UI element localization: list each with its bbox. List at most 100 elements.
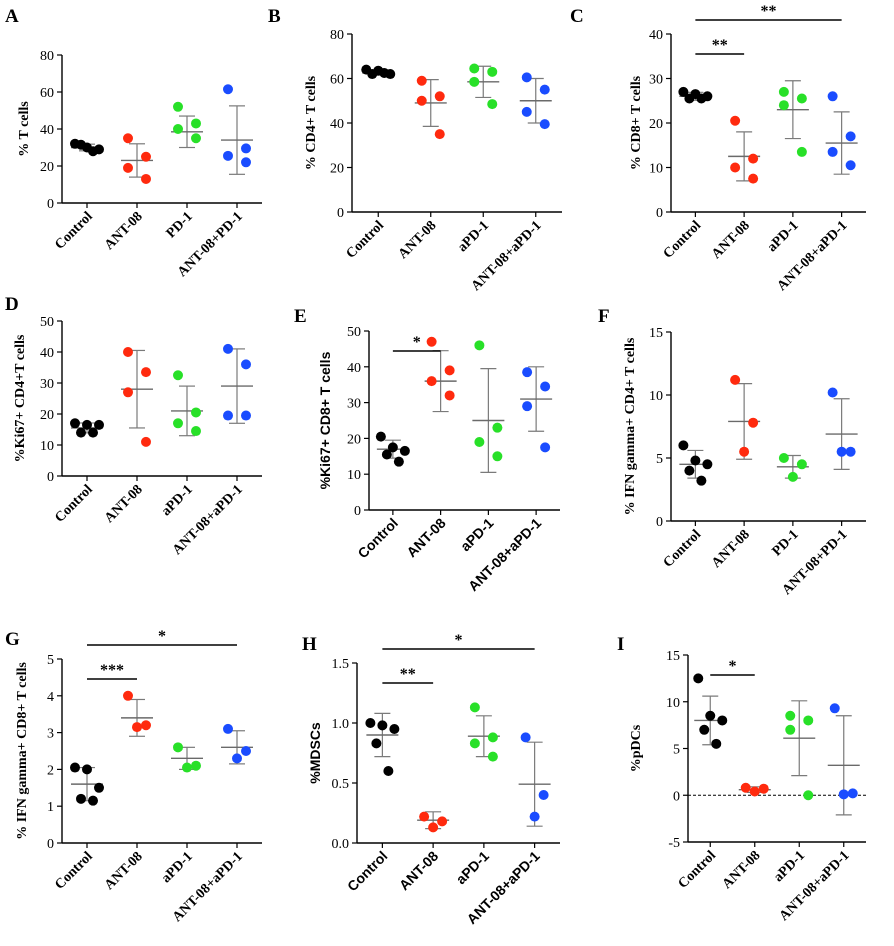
- x-category-label: Control: [661, 218, 705, 262]
- y-tick-label: 20: [40, 160, 54, 175]
- data-point: [749, 786, 760, 797]
- group-control: [678, 86, 713, 104]
- panel-letter: G: [5, 629, 20, 650]
- group-apd-1: [467, 63, 500, 110]
- data-point: [387, 442, 398, 453]
- y-axis-title: %Ki67+ CD4+T cells: [13, 334, 28, 462]
- group-ant-08: [424, 336, 457, 413]
- y-tick-label: 30: [649, 73, 663, 88]
- y-tick-label: 30: [40, 377, 54, 392]
- y-tick-label: 40: [347, 361, 361, 376]
- panel-g: G 0 1 2 3 4 5 % IFN gamma+ CD8+ T cells Control A…: [5, 628, 262, 925]
- data-point: [123, 387, 133, 398]
- data-point: [522, 401, 533, 412]
- y-tick-label: 0: [47, 197, 54, 212]
- data-point: [748, 173, 759, 184]
- data-point: [76, 427, 86, 438]
- group-control: [678, 440, 713, 486]
- panel-letter: C: [570, 6, 584, 27]
- x-category-label: Control: [52, 209, 96, 253]
- group-ant-08: [738, 782, 771, 797]
- group-apd-1: [467, 702, 500, 762]
- data-point: [426, 336, 437, 347]
- panel-letter: I: [617, 634, 624, 655]
- significance-label: *: [455, 632, 463, 649]
- data-point: [70, 418, 80, 429]
- data-point: [444, 365, 455, 376]
- x-category-label: ANT-08: [102, 849, 146, 893]
- data-point: [469, 63, 480, 74]
- group-ant-08-apd-1: [827, 703, 860, 816]
- significance-label: **: [712, 37, 728, 54]
- group-apd-1: [783, 700, 816, 801]
- panel-letter: E: [294, 306, 307, 327]
- data-point: [696, 93, 707, 104]
- panel-letter: A: [5, 6, 19, 27]
- data-point: [847, 788, 858, 799]
- x-category-label: PD-1: [770, 527, 802, 559]
- group-pd-1: [171, 101, 203, 149]
- data-point: [522, 367, 533, 378]
- y-tick-label: 10: [40, 439, 54, 454]
- data-point: [829, 703, 840, 714]
- data-point: [778, 100, 789, 111]
- group-apd-1: [171, 370, 203, 437]
- panel-e: E 0 10 20 30 40 50 %Ki67+ CD8+ T cells Control AN…: [294, 306, 560, 594]
- panel-letter: B: [268, 6, 281, 27]
- group-pd-1: [776, 453, 809, 482]
- y-tick-label: 0: [47, 470, 54, 485]
- data-point: [487, 99, 498, 110]
- data-point: [191, 133, 201, 144]
- data-point: [730, 374, 741, 385]
- data-point: [492, 422, 503, 433]
- group-ant-08: [121, 347, 153, 447]
- significance-label: *: [158, 628, 166, 645]
- data-point: [690, 455, 701, 466]
- data-point: [223, 84, 233, 95]
- data-point: [785, 724, 796, 735]
- x-category-label: aPD-1: [765, 218, 802, 255]
- y-tick-label: 3: [47, 727, 54, 742]
- panel-b: B 0 20 40 60 80 % CD4+ T cells Control ANT-08 aPD…: [268, 6, 562, 294]
- y-tick-label: 0.0: [332, 837, 350, 852]
- data-point: [141, 173, 151, 184]
- data-point: [141, 436, 151, 447]
- y-tick-label: 0.5: [332, 777, 350, 792]
- x-category-label: Control: [344, 218, 388, 262]
- data-point: [419, 811, 430, 822]
- data-point: [241, 746, 251, 756]
- data-point: [377, 720, 388, 731]
- data-point: [838, 789, 849, 800]
- data-point: [803, 790, 814, 801]
- y-tick-label: 80: [330, 28, 344, 43]
- data-point: [393, 456, 404, 467]
- panel-letter: H: [302, 634, 317, 655]
- data-point: [730, 115, 741, 126]
- data-point: [223, 723, 233, 734]
- y-tick-label: 5: [656, 452, 663, 467]
- data-point: [381, 449, 392, 460]
- y-tick-label: 50: [40, 315, 54, 330]
- data-point: [711, 738, 722, 749]
- data-point: [241, 359, 251, 370]
- data-point: [241, 143, 251, 154]
- data-point: [469, 702, 480, 713]
- x-category-label: Control: [661, 527, 705, 571]
- data-point: [539, 119, 550, 130]
- y-tick-label: 1.5: [332, 657, 350, 672]
- y-tick-label: 20: [347, 432, 361, 447]
- significance-label: *: [413, 334, 421, 351]
- data-point: [141, 367, 151, 378]
- y-tick-label: 40: [40, 346, 54, 361]
- data-point: [487, 751, 498, 762]
- data-point: [173, 124, 183, 134]
- data-point: [223, 150, 233, 161]
- y-tick-label: 10: [347, 468, 361, 483]
- group-ant-08: [728, 374, 761, 460]
- data-point: [173, 101, 183, 112]
- x-category-label: Control: [676, 848, 720, 892]
- data-point: [520, 732, 531, 743]
- data-point: [123, 690, 133, 701]
- x-category-label: ANT-08: [102, 482, 146, 526]
